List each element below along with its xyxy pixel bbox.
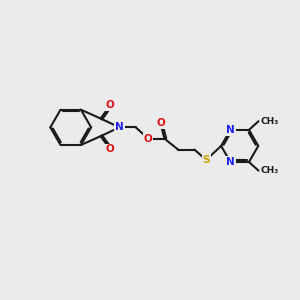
- Text: N: N: [226, 125, 235, 135]
- Text: O: O: [106, 144, 115, 154]
- Text: S: S: [202, 155, 210, 165]
- Text: N: N: [115, 122, 124, 132]
- Text: CH₃: CH₃: [260, 117, 278, 126]
- Text: O: O: [144, 134, 153, 144]
- Text: CH₃: CH₃: [260, 166, 278, 175]
- Text: O: O: [156, 118, 165, 128]
- Text: O: O: [106, 100, 115, 110]
- Text: N: N: [226, 157, 235, 167]
